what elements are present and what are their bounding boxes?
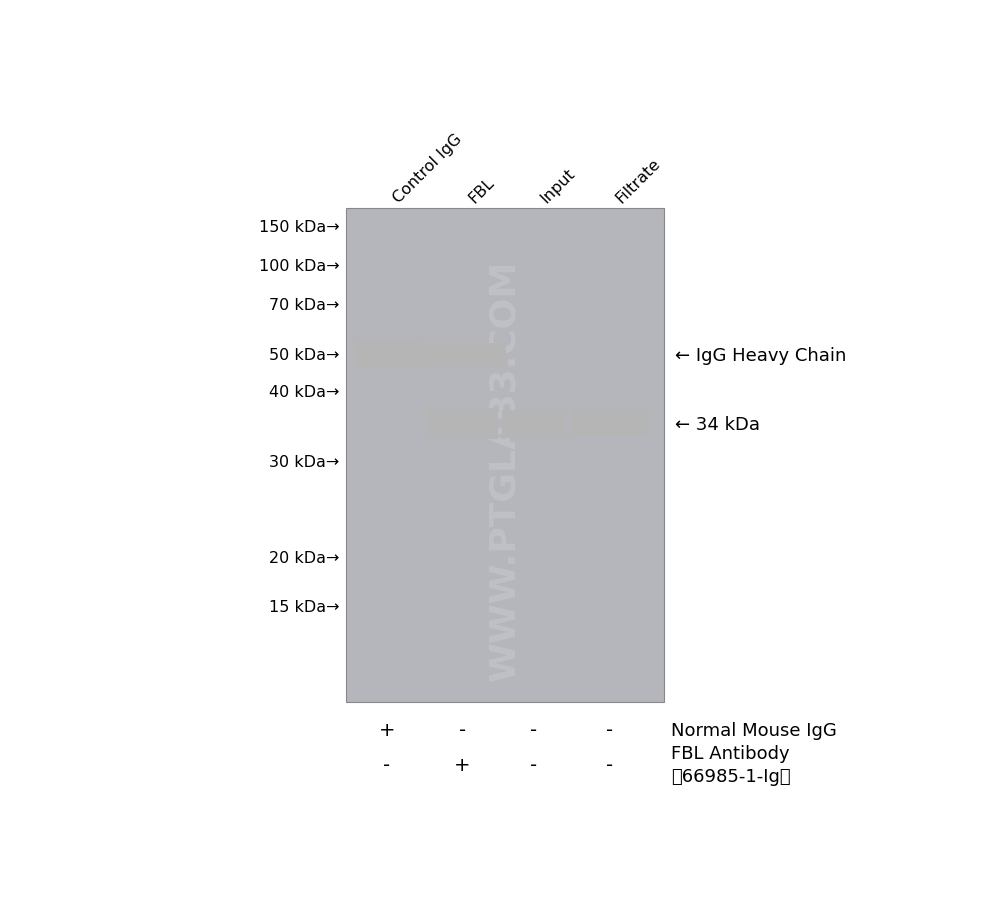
- Text: Input: Input: [537, 165, 577, 206]
- Text: WWW.PTGLAB3.COM: WWW.PTGLAB3.COM: [488, 259, 522, 680]
- Text: 100 kDa→: 100 kDa→: [259, 259, 340, 274]
- Text: -: -: [606, 721, 613, 740]
- Text: +: +: [454, 755, 470, 774]
- Text: Filtrate: Filtrate: [613, 155, 664, 206]
- Text: FBL Antibody
（66985-1-Ig）: FBL Antibody （66985-1-Ig）: [671, 744, 791, 785]
- Text: 150 kDa→: 150 kDa→: [259, 220, 340, 235]
- Text: FBL: FBL: [466, 174, 497, 206]
- Text: 40 kDa→: 40 kDa→: [269, 384, 340, 399]
- Text: -: -: [459, 721, 466, 740]
- Text: ← 34 kDa: ← 34 kDa: [675, 415, 760, 433]
- Text: -: -: [606, 755, 613, 774]
- Text: Control IgG: Control IgG: [391, 131, 465, 206]
- Text: +: +: [379, 721, 395, 740]
- Text: 30 kDa→: 30 kDa→: [269, 455, 340, 470]
- Text: 15 kDa→: 15 kDa→: [269, 600, 340, 614]
- Bar: [346, 209, 664, 702]
- Text: 20 kDa→: 20 kDa→: [269, 551, 340, 566]
- Text: ← IgG Heavy Chain: ← IgG Heavy Chain: [675, 346, 847, 364]
- Text: Normal Mouse IgG: Normal Mouse IgG: [671, 721, 837, 739]
- Text: 50 kDa→: 50 kDa→: [269, 348, 340, 363]
- Text: -: -: [383, 755, 391, 774]
- Text: -: -: [530, 721, 537, 740]
- Text: 70 kDa→: 70 kDa→: [269, 298, 340, 313]
- Text: -: -: [530, 755, 537, 774]
